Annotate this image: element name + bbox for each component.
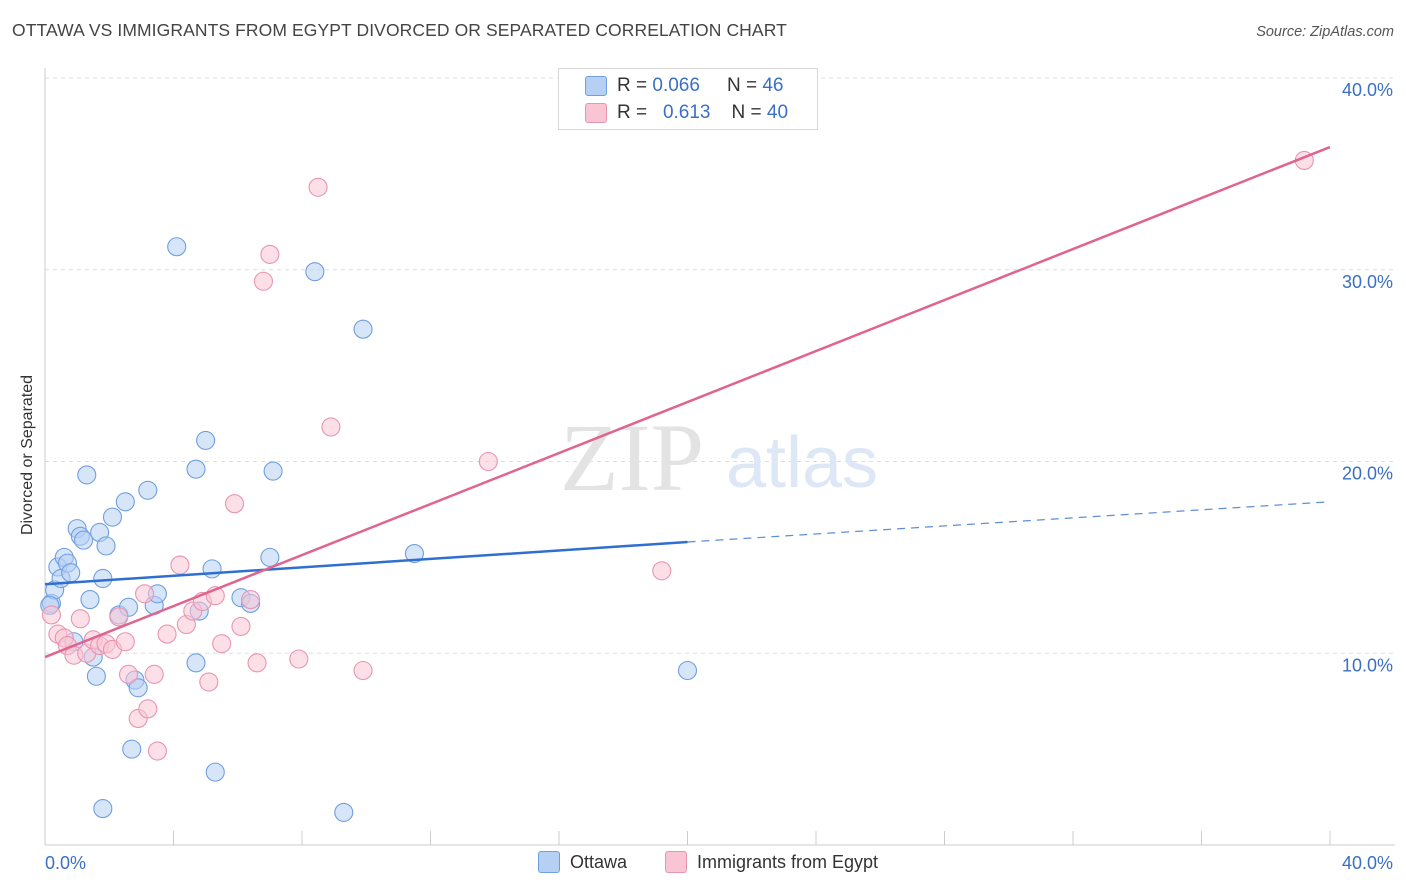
x-tick-label: 40.0%: [1342, 853, 1393, 873]
egypt-point: [147, 741, 167, 761]
y-tick-label: 20.0%: [1342, 464, 1393, 484]
r-label: R =: [617, 75, 648, 96]
legend-swatch-ottawa: [538, 851, 560, 873]
n-label: N =: [726, 75, 758, 96]
ottawa-point: [186, 459, 206, 479]
egypt-point: [135, 584, 155, 604]
x-tick-label: 0.0%: [45, 853, 86, 873]
ottawa-point: [202, 559, 222, 579]
ottawa-point: [138, 480, 158, 500]
egypt-point: [199, 672, 219, 692]
y-axis-label: Divorced or Separated: [19, 374, 36, 536]
egypt-point: [138, 699, 158, 719]
legend-row-egypt: R = 0.613 N = 40: [559, 101, 788, 125]
egypt-point: [70, 609, 90, 629]
egypt-point: [212, 634, 232, 654]
ottawa-point: [86, 666, 106, 686]
ottawa-point: [128, 678, 148, 698]
r-value: 0.613: [662, 102, 711, 123]
r-value: 0.066: [652, 75, 700, 96]
egypt-point: [144, 664, 164, 684]
egypt-point: [652, 561, 672, 581]
ottawa-point: [677, 660, 698, 681]
correlation-legend: R = 0.066 N = 46 R = 0.613 N = 40: [558, 68, 818, 130]
ottawa-point: [263, 461, 283, 481]
legend-item-ottawa: Ottawa: [538, 851, 627, 873]
ottawa-point: [205, 762, 225, 782]
ottawa-point: [93, 799, 113, 819]
egypt-point: [115, 632, 135, 652]
ottawa-point: [196, 430, 216, 450]
egypt-trend-line: [44, 145, 1331, 659]
egypt-point: [118, 664, 139, 684]
ottawa-point: [61, 563, 81, 583]
egypt-point: [109, 607, 129, 627]
egypt-point: [253, 271, 274, 291]
ottawa-point: [93, 568, 113, 589]
chart-source: Source: ZipAtlas.com: [1256, 24, 1394, 40]
egypt-point: [241, 590, 261, 610]
egypt-point: [41, 605, 61, 625]
egypt-point: [308, 177, 328, 197]
chart-title: OTTAWA VS IMMIGRANTS FROM EGYPT DIVORCED…: [12, 20, 787, 40]
egypt-point: [247, 653, 267, 673]
ottawa-trend-line: [44, 540, 688, 586]
ottawa-point: [102, 507, 123, 527]
ottawa-point: [115, 492, 135, 512]
y-tick-label: 30.0%: [1342, 272, 1393, 292]
legend-label-ottawa: Ottawa: [570, 851, 628, 872]
ottawa-point: [122, 739, 142, 759]
egypt-point: [224, 494, 245, 514]
ottawa-point: [74, 530, 94, 550]
egypt-point: [289, 649, 309, 669]
egypt-point: [170, 555, 190, 575]
ottawa-point: [404, 543, 424, 564]
egypt-point: [478, 451, 498, 472]
egypt-point: [353, 660, 373, 681]
ottawa-point: [77, 465, 97, 485]
y-tick-label: 40.0%: [1342, 80, 1393, 100]
n-label: N =: [731, 102, 762, 123]
ottawa-point: [305, 262, 325, 282]
y-tick-label: 10.0%: [1342, 655, 1393, 675]
ottawa-point: [260, 547, 280, 567]
legend-row-ottawa: R = 0.066 N = 46: [559, 74, 783, 98]
legend-swatch-egypt: [665, 851, 687, 873]
r-label: R =: [617, 102, 648, 123]
legend-swatch-egypt: [585, 103, 607, 123]
ottawa-point: [96, 536, 116, 556]
ottawa-point: [186, 653, 206, 673]
ottawa-point: [353, 319, 373, 339]
legend-item-egypt: Immigrants from Egypt: [665, 851, 878, 873]
series-legend: Ottawa Immigrants from Egypt: [0, 851, 1406, 877]
ottawa-point: [80, 590, 100, 610]
egypt-point: [157, 624, 177, 644]
n-value: 40: [766, 102, 789, 123]
legend-label-egypt: Immigrants from Egypt: [697, 851, 879, 872]
legend-swatch-ottawa: [585, 76, 607, 96]
egypt-point: [260, 244, 280, 264]
ottawa-trend-extension: [687, 501, 1331, 543]
egypt-point: [321, 417, 341, 437]
ottawa-point: [334, 802, 354, 822]
n-value: 46: [762, 75, 784, 96]
egypt-point: [231, 616, 251, 636]
watermark-zip: ZIP: [560, 404, 704, 511]
watermark-atlas: atlas: [726, 423, 878, 503]
ottawa-point: [167, 237, 187, 257]
